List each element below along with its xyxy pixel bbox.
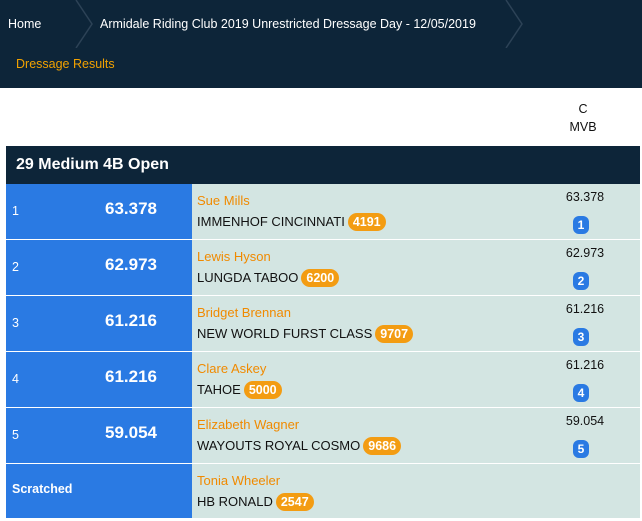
- horse-number-badge: 6200: [301, 269, 340, 287]
- final-score: 59.054: [105, 423, 157, 442]
- chevron-right-icon: [502, 0, 526, 48]
- judge-rank-badge: 2: [573, 272, 589, 290]
- judge-score: 61.216: [565, 302, 605, 316]
- horse-line: IMMENHOF CINCINNATI 4191: [197, 213, 386, 231]
- judge-score: 59.054: [565, 414, 605, 428]
- horse-name[interactable]: WAYOUTS ROYAL COSMO: [197, 438, 361, 453]
- place-number: 1: [12, 204, 19, 218]
- horse-number-badge: 9686: [363, 437, 402, 455]
- judge-position: C: [578, 102, 588, 116]
- horse-name[interactable]: NEW WORLD FURST CLASS: [197, 326, 373, 341]
- result-row: 5 59.054 Elizabeth Wagner WAYOUTS ROYAL …: [6, 408, 640, 464]
- horse-name[interactable]: IMMENHOF CINCINNATI: [197, 214, 345, 229]
- judge-name: MVB: [569, 120, 597, 134]
- judge-score: 62.973: [565, 246, 605, 260]
- rider-name[interactable]: Bridget Brennan: [197, 305, 291, 320]
- rider-name[interactable]: Elizabeth Wagner: [197, 417, 300, 432]
- horse-number-badge: 5000: [243, 381, 282, 399]
- horse-line: LUNGDA TABOO 6200: [197, 269, 340, 287]
- breadcrumb-event-link[interactable]: Armidale Riding Club 2019 Unrestricted D…: [100, 17, 476, 31]
- horse-number-badge: 2547: [275, 493, 314, 511]
- judge-column-header: C MVB: [548, 100, 618, 136]
- scratched-row: Scratched Tonia Wheeler HB RONALD 2547: [6, 464, 640, 518]
- dressage-results-link[interactable]: Dressage Results: [16, 57, 115, 71]
- entry-cell: Sue Mills IMMENHOF CINCINNATI 4191: [192, 184, 640, 239]
- rider-name[interactable]: Lewis Hyson: [197, 249, 271, 264]
- horse-name[interactable]: HB RONALD: [197, 494, 273, 509]
- horse-line: NEW WORLD FURST CLASS 9707: [197, 325, 414, 343]
- breadcrumb-home-link[interactable]: Home: [8, 17, 42, 31]
- judge-score: 61.216: [565, 358, 605, 372]
- judge-rank-badge: 4: [573, 384, 589, 402]
- place-cell: 1 63.378: [6, 184, 192, 239]
- horse-name[interactable]: TAHOE: [197, 382, 241, 397]
- place-cell: Scratched: [6, 464, 192, 518]
- scratched-label: Scratched: [12, 482, 73, 496]
- place-cell: 4 61.216: [6, 352, 192, 407]
- horse-line: HB RONALD 2547: [197, 493, 314, 511]
- entry-cell: Bridget Brennan NEW WORLD FURST CLASS 970…: [192, 296, 640, 351]
- horse-number-badge: 4191: [347, 213, 386, 231]
- entry-cell: Lewis Hyson LUNGDA TABOO 6200: [192, 240, 640, 295]
- judge-rank-badge: 5: [573, 440, 589, 458]
- entry-cell: Clare Askey TAHOE 5000: [192, 352, 640, 407]
- result-row: 4 61.216 Clare Askey TAHOE 5000 61.216 4: [6, 352, 640, 408]
- horse-line: TAHOE 5000: [197, 381, 282, 399]
- final-score: 63.378: [105, 199, 157, 218]
- chevron-right-icon: [72, 0, 96, 48]
- horse-number-badge: 9707: [375, 325, 414, 343]
- place-cell: 2 62.973: [6, 240, 192, 295]
- final-score: 62.973: [105, 255, 157, 274]
- final-score: 61.216: [105, 311, 157, 330]
- entry-cell: Elizabeth Wagner WAYOUTS ROYAL COSMO 9686: [192, 408, 640, 463]
- horse-name[interactable]: LUNGDA TABOO: [197, 270, 299, 285]
- place-cell: 5 59.054: [6, 408, 192, 463]
- place-number: 2: [12, 260, 19, 274]
- result-row: 3 61.216 Bridget Brennan NEW WORLD FURST…: [6, 296, 640, 352]
- judge-rank-badge: 1: [573, 216, 589, 234]
- entry-cell: Tonia Wheeler HB RONALD 2547: [192, 464, 640, 518]
- judge-rank-badge: 3: [573, 328, 589, 346]
- header-bar: Home Armidale Riding Club 2019 Unrestric…: [0, 0, 642, 88]
- final-score: 61.216: [105, 367, 157, 386]
- rider-name[interactable]: Clare Askey: [197, 361, 267, 376]
- breadcrumb: Home Armidale Riding Club 2019 Unrestric…: [0, 0, 642, 48]
- horse-line: WAYOUTS ROYAL COSMO 9686: [197, 437, 402, 455]
- rider-name[interactable]: Sue Mills: [197, 193, 250, 208]
- class-title: 29 Medium 4B Open: [6, 146, 640, 184]
- place-number: 5: [12, 428, 19, 442]
- place-number: 3: [12, 316, 19, 330]
- result-row: 1 63.378 Sue Mills IMMENHOF CINCINNATI 41…: [6, 184, 640, 240]
- place-number: 4: [12, 372, 19, 386]
- judge-score: 63.378: [565, 190, 605, 204]
- result-row: 2 62.973 Lewis Hyson LUNGDA TABOO 6200 62…: [6, 240, 640, 296]
- rider-name[interactable]: Tonia Wheeler: [197, 473, 281, 488]
- place-cell: 3 61.216: [6, 296, 192, 351]
- results-table: 29 Medium 4B Open 1 63.378 Sue Mills IMM…: [6, 146, 640, 518]
